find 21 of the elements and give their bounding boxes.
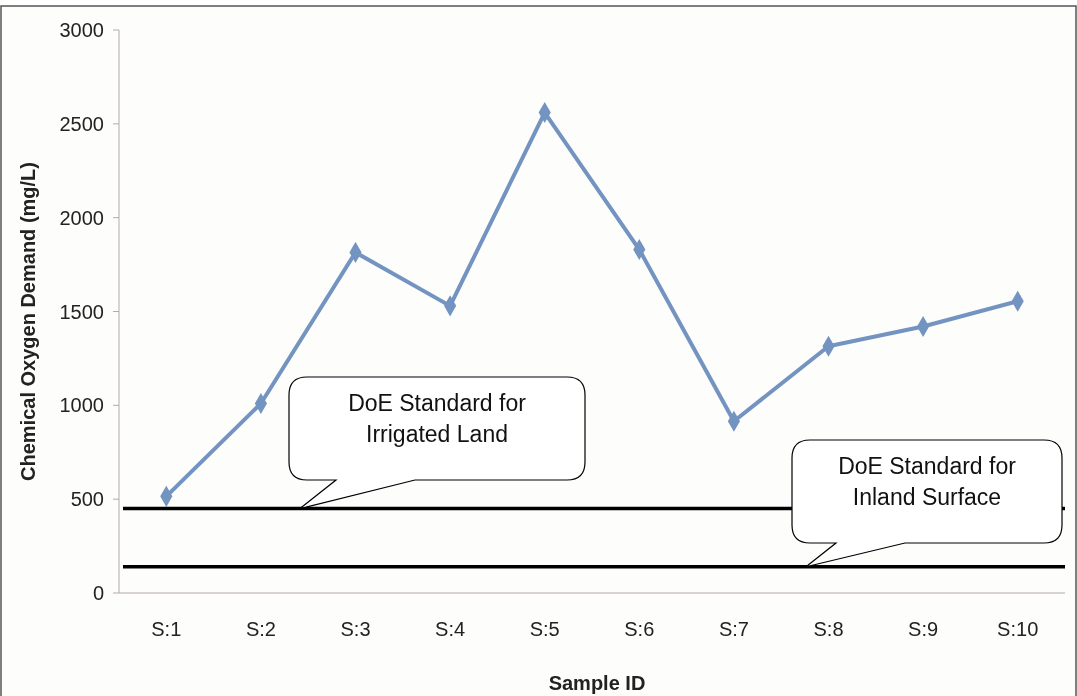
y-tick-label: 0: [92, 582, 104, 604]
x-tick-label: S:6: [624, 618, 655, 640]
x-tick-label: S:1: [151, 618, 182, 640]
x-tick-label: S:8: [813, 618, 844, 640]
y-tick-label: 2500: [59, 112, 104, 135]
x-tick-label: S:3: [340, 618, 371, 640]
y-tick-label: 3000: [59, 19, 104, 41]
x-tick-label: S:2: [245, 618, 276, 640]
y-tick-label: 1500: [59, 300, 104, 323]
x-tick-label: S:10: [997, 618, 1039, 640]
y-tick-label: 1000: [59, 394, 104, 417]
ref-line-label: DoE Standard for Inland Surface: [838, 453, 1017, 510]
ref-line-label: DoE Standard for Irrigated Land: [348, 390, 527, 447]
x-tick-label: S:5: [529, 618, 560, 640]
x-tick-label: S:4: [435, 618, 466, 640]
y-tick-label: 500: [70, 488, 104, 511]
x-axis-title: Sample ID: [548, 672, 646, 694]
x-tick-label: S:9: [908, 618, 939, 640]
y-tick-label: 2000: [59, 206, 104, 229]
y-axis-title: Chemical Oxygen Demand (mg/L): [17, 162, 39, 481]
x-tick-label: S:7: [718, 618, 749, 640]
